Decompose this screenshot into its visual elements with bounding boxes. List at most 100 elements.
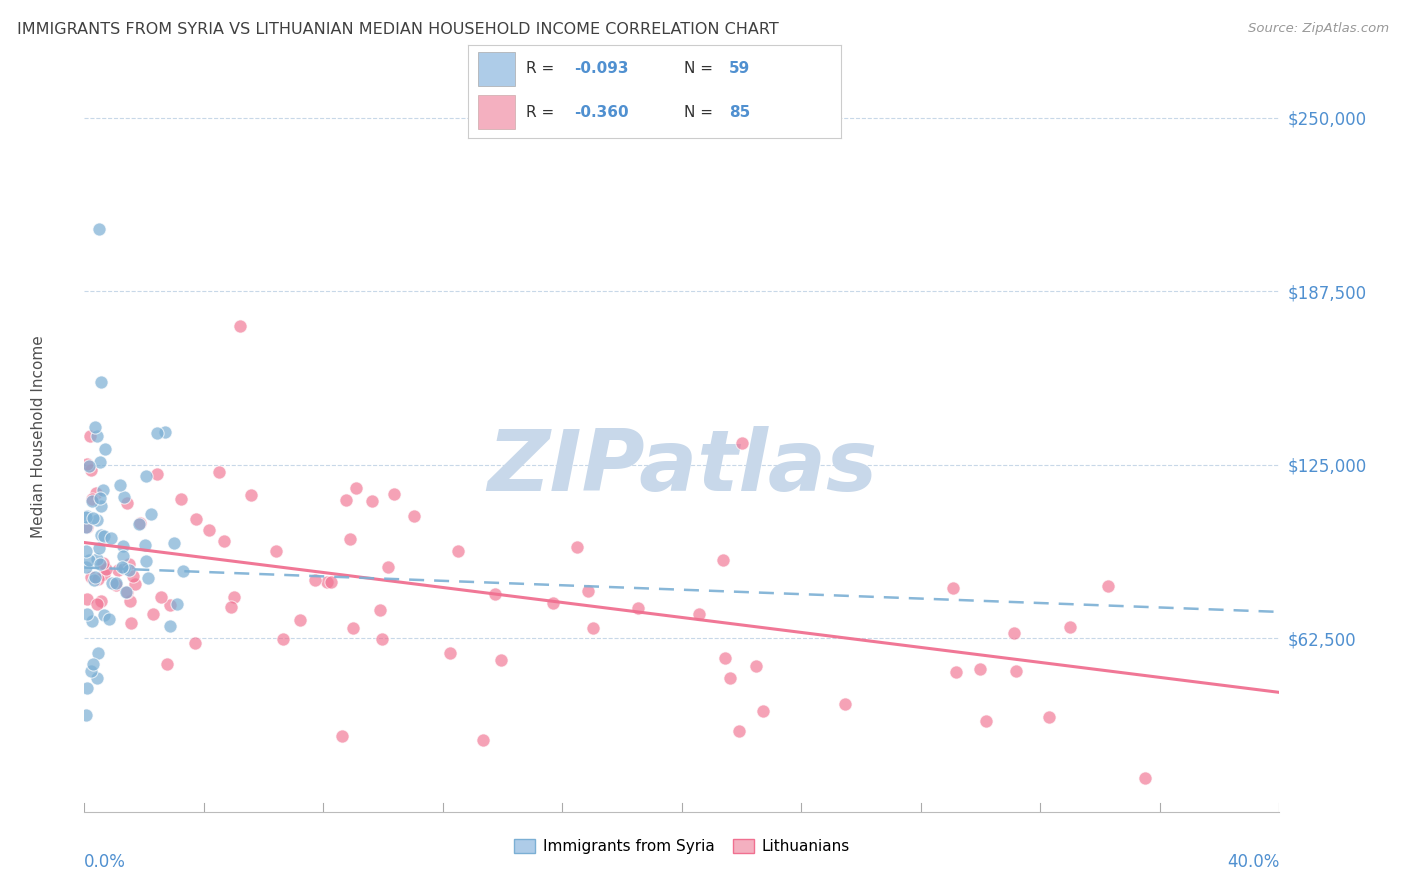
Point xyxy=(76,508,98,523)
Point xyxy=(86,597,108,611)
Point xyxy=(335,492,357,507)
Point xyxy=(75,510,97,524)
Point xyxy=(79,429,101,443)
Point xyxy=(115,585,138,599)
Point xyxy=(271,632,294,646)
Point xyxy=(93,442,115,456)
Point xyxy=(169,491,191,506)
Point xyxy=(93,529,115,543)
Point xyxy=(219,599,242,614)
Text: N =: N = xyxy=(685,104,718,120)
Point xyxy=(159,598,181,612)
Point xyxy=(731,435,754,450)
Bar xyxy=(478,52,515,86)
Text: -0.360: -0.360 xyxy=(575,104,628,120)
Point xyxy=(240,488,263,502)
Point xyxy=(198,523,221,537)
Point xyxy=(107,562,129,576)
Point xyxy=(80,570,103,584)
Point xyxy=(135,469,157,483)
Point xyxy=(142,607,165,621)
Point xyxy=(105,576,128,591)
Text: 40.0%: 40.0% xyxy=(1227,853,1279,871)
Text: R =: R = xyxy=(526,62,560,77)
Point xyxy=(319,574,342,589)
Point xyxy=(370,603,392,617)
Point xyxy=(87,647,110,661)
Point xyxy=(1005,664,1028,678)
Point xyxy=(112,539,135,553)
Point xyxy=(86,513,108,527)
Point xyxy=(82,492,104,507)
Point xyxy=(945,665,967,679)
Point xyxy=(969,662,991,676)
Point xyxy=(627,601,650,615)
Point xyxy=(184,512,207,526)
Point xyxy=(86,671,108,685)
Point xyxy=(184,636,207,650)
Point xyxy=(118,563,141,577)
Point xyxy=(76,592,98,607)
Legend: Immigrants from Syria, Lithuanians: Immigrants from Syria, Lithuanians xyxy=(508,833,856,860)
Point xyxy=(93,566,115,581)
Point xyxy=(75,543,97,558)
Point xyxy=(159,619,181,633)
Point xyxy=(439,646,461,660)
Text: ZIPatlas: ZIPatlas xyxy=(486,425,877,508)
Text: IMMIGRANTS FROM SYRIA VS LITHUANIAN MEDIAN HOUSEHOLD INCOME CORRELATION CHART: IMMIGRANTS FROM SYRIA VS LITHUANIAN MEDI… xyxy=(17,22,779,37)
Point xyxy=(974,714,997,729)
Point xyxy=(565,540,588,554)
Point xyxy=(86,552,108,566)
Point xyxy=(104,578,127,592)
Point xyxy=(111,549,134,564)
Point xyxy=(711,553,734,567)
Point xyxy=(745,659,768,673)
Point xyxy=(76,607,98,621)
Point xyxy=(118,557,141,571)
Point xyxy=(90,528,112,542)
Point xyxy=(1059,620,1081,634)
Point xyxy=(93,607,115,622)
Point xyxy=(1133,772,1156,786)
Point xyxy=(139,507,162,521)
Point xyxy=(84,485,107,500)
Point xyxy=(120,615,142,630)
Point xyxy=(77,553,100,567)
Point xyxy=(80,664,103,678)
Point xyxy=(80,462,103,476)
Point xyxy=(288,613,311,627)
Point xyxy=(89,491,111,506)
Point xyxy=(76,457,98,471)
Point xyxy=(115,585,138,599)
Point xyxy=(91,483,114,497)
Point xyxy=(112,490,135,504)
Point xyxy=(361,494,384,508)
Point xyxy=(404,509,426,524)
Point xyxy=(82,511,104,525)
Point xyxy=(344,481,367,495)
Text: -0.093: -0.093 xyxy=(575,62,628,77)
Point xyxy=(377,560,399,574)
Point xyxy=(208,465,231,479)
Point xyxy=(447,544,470,558)
Point xyxy=(751,704,773,718)
Point xyxy=(110,478,132,492)
Text: R =: R = xyxy=(526,104,560,120)
Point xyxy=(166,597,188,611)
Point xyxy=(718,671,741,685)
Point xyxy=(75,708,97,723)
Point xyxy=(89,558,111,572)
Point xyxy=(212,534,235,549)
Point xyxy=(136,570,159,584)
Point xyxy=(172,564,194,578)
Point xyxy=(728,723,751,738)
Point xyxy=(146,425,169,440)
Point xyxy=(582,621,605,635)
Point xyxy=(76,681,98,695)
Point xyxy=(129,516,152,530)
Point xyxy=(90,375,112,389)
Point xyxy=(472,733,495,747)
Point xyxy=(122,569,145,583)
Point xyxy=(89,541,111,556)
Point xyxy=(156,657,179,672)
